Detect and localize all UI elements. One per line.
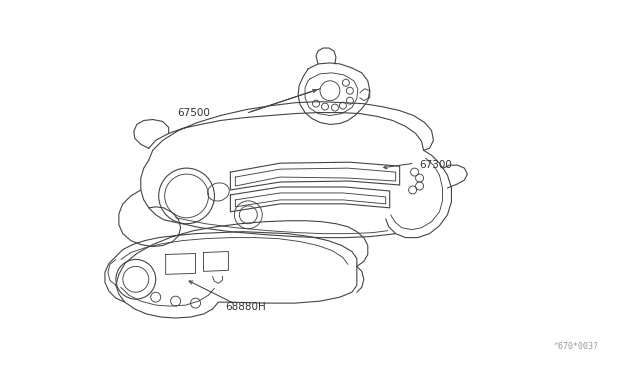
Text: ^670*003?: ^670*003? xyxy=(554,342,599,351)
Text: 67300: 67300 xyxy=(420,160,452,170)
Text: 68880H: 68880H xyxy=(225,302,266,312)
Text: 67500: 67500 xyxy=(178,108,211,118)
